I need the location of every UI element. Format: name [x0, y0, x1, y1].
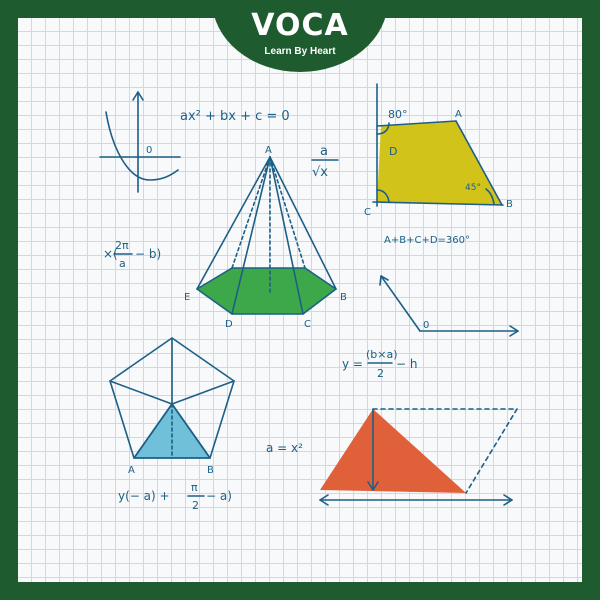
expr-bottom-numerator: π — [191, 481, 198, 494]
pyramid-hidden-edge — [269, 156, 306, 269]
fraction-denominator: √x — [312, 165, 328, 180]
expr-bottom-left: y(− a) + — [118, 489, 170, 503]
curve-graph — [99, 91, 181, 193]
pyramid-base-face — [196, 267, 337, 315]
pyramid-apex-label: A — [265, 145, 272, 156]
pyramid — [196, 156, 337, 315]
pyramid-d-label: D — [225, 319, 233, 330]
expr-mid-denominator: 2 — [377, 367, 384, 380]
voca-logo: VOCA — [251, 8, 349, 43]
quad-b-label: B — [506, 199, 513, 210]
angle-axes — [379, 275, 519, 337]
angle-sum-formula: A+B+C+D=360° — [384, 235, 470, 246]
expr-mid-numerator: (b×a) — [366, 348, 398, 361]
base-arrow-icon — [319, 494, 329, 506]
pyramid-e-label: E — [184, 292, 190, 303]
quad-c-label: C — [364, 207, 371, 218]
expr-bottom-denominator: 2 — [192, 499, 199, 512]
axes-arrow-icon — [379, 275, 389, 286]
parallelogram-right — [465, 408, 518, 494]
graph-origin-label: 0 — [146, 145, 152, 156]
quadratic-formula: ax² + bx + c = 0 — [180, 109, 290, 124]
fraction-numerator: a — [320, 144, 328, 159]
pyramid-edge — [231, 156, 271, 315]
brand-tagline: Learn By Heart — [264, 46, 336, 57]
pentagon-b-label: B — [207, 465, 214, 476]
angle-arc-45 — [485, 188, 495, 205]
quadrilateral — [372, 83, 504, 207]
angle-80-label: 80° — [388, 108, 408, 121]
quad-right-side — [455, 120, 503, 206]
angle-arc-c — [376, 189, 390, 203]
pentagon-outline — [109, 337, 235, 459]
base-arrow-icon — [503, 494, 513, 506]
expr-left-prefix: ×( — [103, 247, 118, 261]
a-equals-formula: a = x² — [266, 441, 303, 455]
triangle-height-arrow-icon — [367, 481, 379, 491]
angle-45-label: 45° — [465, 183, 481, 193]
expr-mid-suffix: − h — [396, 357, 417, 371]
axes-origin-label: 0 — [423, 320, 429, 331]
graph-y-arrow-icon — [132, 91, 144, 101]
expr-left-numerator: 2π — [115, 239, 129, 252]
axes-arrow-icon — [509, 325, 519, 337]
pentagon-inner — [109, 337, 235, 405]
quad-fill — [377, 121, 502, 205]
expr-bottom-suffix: − a) — [206, 489, 232, 503]
pyramid-edge — [269, 156, 304, 315]
pyramid-edge — [269, 156, 337, 290]
quad-bottom-side — [372, 201, 504, 206]
expr-left-denominator: a — [119, 257, 126, 270]
orange-triangle — [319, 408, 518, 506]
quad-d-label: D — [389, 145, 397, 158]
pyramid-edge — [196, 156, 271, 290]
pyramid-c-label: C — [304, 319, 311, 330]
pentagon — [109, 337, 235, 459]
axes-slant-line — [380, 275, 421, 332]
parabola-curve — [105, 111, 179, 181]
quad-top-side — [376, 120, 457, 127]
pyramid-hidden-edge — [231, 156, 271, 269]
triangle-fill — [320, 409, 466, 493]
expr-left-suffix: − b) — [135, 247, 161, 261]
angle-arc-80 — [376, 122, 390, 135]
pentagon-a-label: A — [128, 465, 135, 476]
quad-a-label: A — [455, 109, 462, 120]
expr-mid-prefix: y = — [342, 357, 363, 371]
pyramid-b-label: B — [340, 292, 347, 303]
pentagon-inner-edge — [133, 403, 211, 459]
